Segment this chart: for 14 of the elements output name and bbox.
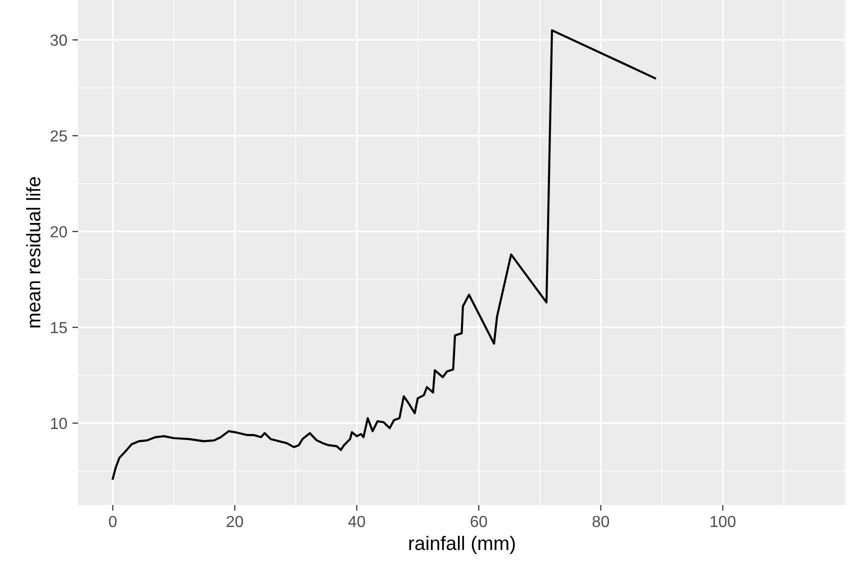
- x-tick-label: 100: [710, 516, 736, 528]
- x-tick-label: 20: [226, 516, 244, 528]
- x-tick-label: 60: [470, 516, 488, 528]
- y-tick-label: 20: [50, 226, 67, 238]
- y-tick-label: 25: [50, 130, 67, 142]
- x-tick-label: 80: [592, 516, 610, 528]
- y-axis-title: mean residual life: [26, 177, 40, 328]
- y-tick-label: 10: [51, 418, 67, 430]
- x-tick-label: 0: [108, 516, 117, 528]
- line-series: [112, 29, 656, 480]
- x-axis-title: rainfall (mm): [409, 536, 515, 554]
- y-tick-label: 15: [51, 322, 67, 334]
- y-tick-label: 30: [50, 34, 67, 46]
- x-tick-label: 40: [348, 516, 366, 528]
